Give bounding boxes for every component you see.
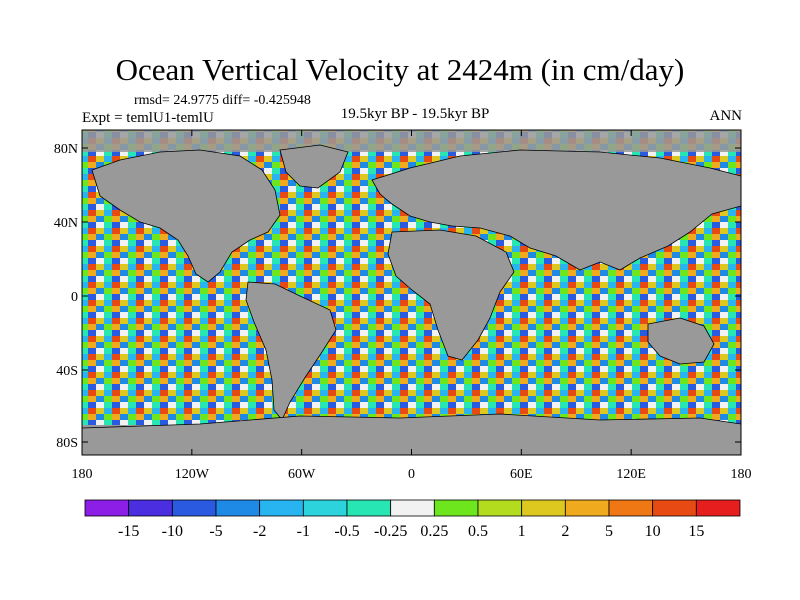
lon-label: 60E [510,467,533,482]
lon-label: 0 [408,467,415,482]
colorbar-label: -15 [118,523,139,540]
land-masses [82,144,741,455]
map-title: Ocean Vertical Velocity at 2424m (in cm/… [115,52,685,87]
colorbar-label: -0.5 [334,523,359,540]
colorbar-label: 2 [561,523,569,540]
colorbar-label: -10 [162,523,183,540]
colorbar-swatch [564,499,610,517]
colorbar: -15 -10 -5 -2 -1 -0.5 -0.25 0.25 0.5 1 2 5 10 15 [84,499,741,540]
colorbar-label: -1 [297,523,310,540]
lon-label: 180 [731,467,752,482]
colorbar-label: 0.25 [420,523,448,540]
stats-label: rmsd= 24.9775 diff= -0.425948 [134,93,311,108]
greenland [279,144,349,189]
season-label: ANN [709,108,743,124]
lat-label: 40N [54,216,78,231]
colorbar-swatch [259,499,304,517]
north-america [91,149,281,283]
colorbar-swatch [477,499,523,517]
colorbar-swatch [608,499,654,517]
colorbar-label: -5 [209,523,222,540]
lat-label: 80S [56,436,78,451]
colorbar-swatch [695,499,741,517]
lon-label: 120E [616,467,646,482]
lon-label: 60W [288,467,316,482]
south-america [245,281,337,421]
colorbar-label: 1 [518,523,526,540]
colorbar-swatch [215,499,261,517]
eurasia [371,149,741,271]
colorbar-swatch [652,499,697,517]
africa [387,229,515,361]
colorbar-label: 5 [605,523,613,540]
latitude-axis: 80N 40N 0 40S 80S [54,142,741,451]
experiment-label: Expt = temlU1-temlU [82,110,214,126]
colorbar-swatch [171,499,217,517]
colorbar-swatch [521,499,566,517]
colorbar-swatch [128,499,173,517]
colorbar-swatch [433,499,479,517]
colorbar-label: 0.5 [468,523,488,540]
colorbar-swatch [390,499,435,517]
lon-label: 120W [175,467,210,482]
colorbar-swatch [84,499,130,517]
lat-label: 80N [54,142,78,157]
australia [647,317,715,365]
lon-label: 180 [72,467,93,482]
lat-label: 0 [71,290,78,305]
colorbar-label: 10 [645,523,661,540]
colorbar-label: -2 [253,523,266,540]
colorbar-swatch [346,499,392,517]
period-label: 19.5kyr BP - 19.5kyr BP [340,106,490,122]
lat-label: 40S [56,364,78,379]
antarctica [82,413,741,455]
colorbar-label: 15 [688,523,704,540]
colorbar-swatch [302,499,348,517]
longitude-axis: 180 120W 60W 0 60E 120E 180 [72,130,752,482]
colorbar-label: -0.25 [374,523,407,540]
